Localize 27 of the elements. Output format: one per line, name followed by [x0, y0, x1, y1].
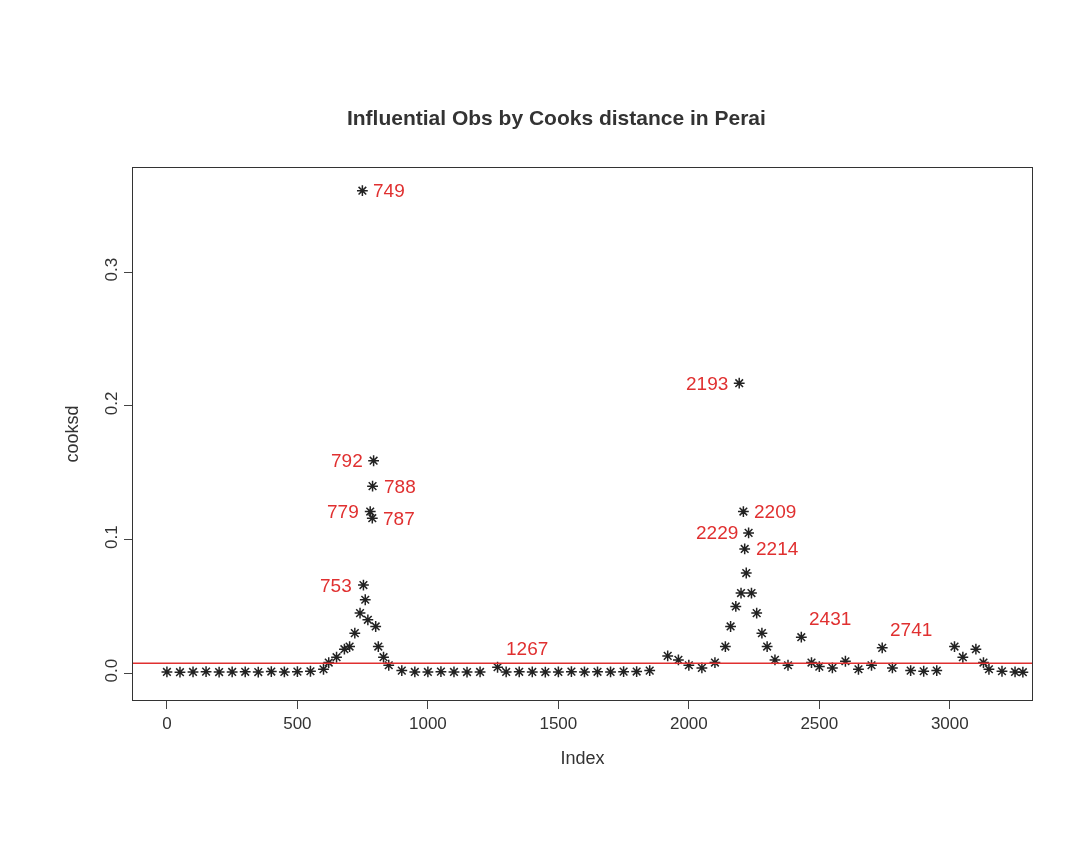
x-tick-label: 2000	[669, 714, 708, 734]
y-tick-label: 0.2	[102, 391, 122, 416]
y-axis-title: cooksd	[62, 405, 83, 463]
annotation: 753	[320, 575, 352, 596]
y-tick-label: 0.1	[102, 525, 122, 549]
chart-title: Influential Obs by Cooks distance in Perai	[346, 105, 766, 129]
annotation: 1267	[506, 638, 549, 659]
x-tick-label: 1500	[539, 714, 578, 734]
annotation: 2431	[809, 608, 852, 629]
x-tick-label: 3000	[930, 714, 969, 734]
x-tick-label: 500	[283, 714, 312, 734]
x-tick-label: 1000	[408, 714, 447, 734]
x-axis-title: Index	[560, 747, 605, 768]
x-tick-label: 0	[162, 714, 172, 734]
annotation: 787	[383, 508, 415, 529]
x-tick-label: 2500	[800, 714, 839, 734]
y-tick-label: 0.3	[102, 257, 122, 282]
annotation: 779	[327, 501, 359, 522]
annotation: 2741	[890, 619, 933, 640]
y-tick-label: 0.0	[102, 658, 122, 683]
annotation: 2214	[756, 538, 799, 559]
annotation: 792	[331, 450, 363, 471]
annotation: 749	[373, 180, 405, 201]
annotation: 2193	[686, 373, 729, 394]
annotation: 788	[384, 476, 416, 497]
annotation: 2209	[754, 501, 797, 522]
annotation: 2229	[696, 522, 739, 543]
